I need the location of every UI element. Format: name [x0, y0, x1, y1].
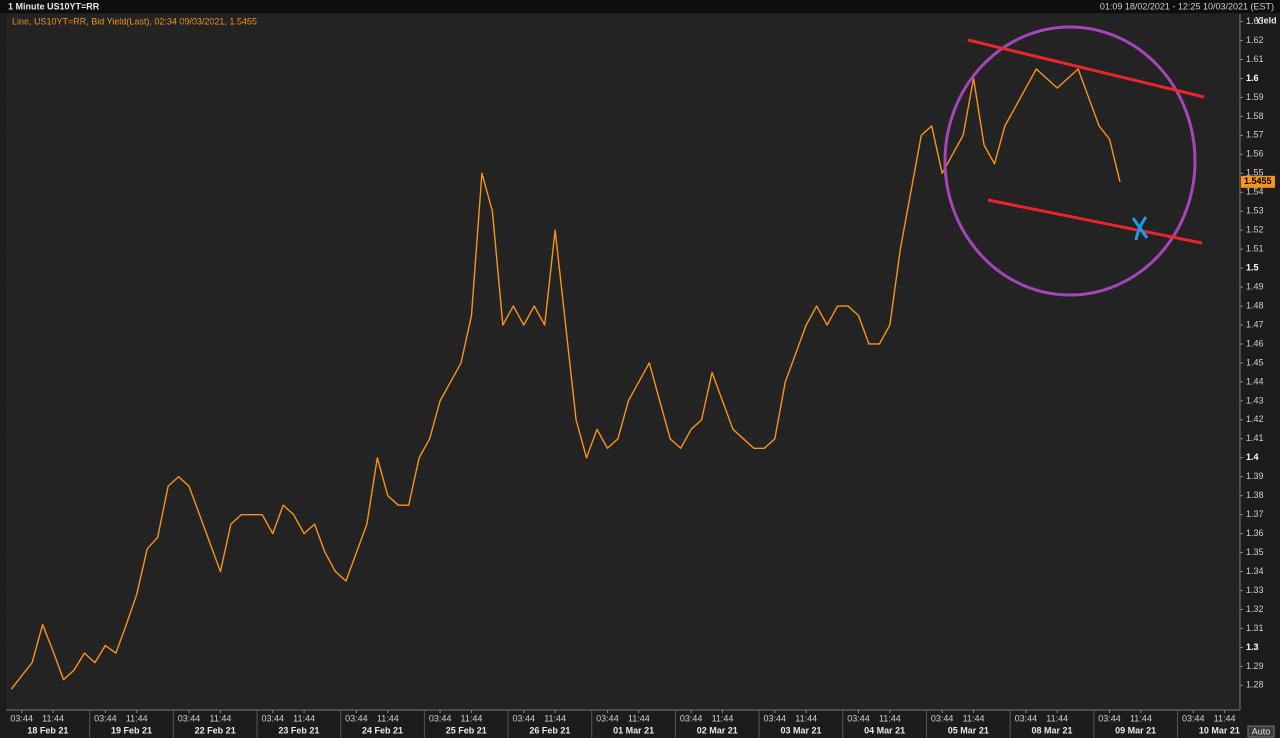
y-tick-label: 1.4 — [1246, 452, 1259, 462]
day-label: 25 Feb 21 — [446, 725, 487, 735]
y-tick-label: 1.31 — [1246, 623, 1264, 633]
trend-line — [987, 198, 1203, 245]
day-label: 19 Feb 21 — [111, 725, 152, 735]
last-value-tag — [1241, 175, 1275, 188]
y-tick-label: 1.63 — [1246, 16, 1264, 26]
y-tick-label: 1.6 — [1246, 73, 1259, 83]
x-tick-label: 11:44 — [879, 713, 901, 723]
x-mark — [1131, 216, 1149, 241]
x-tick-label: 11:44 — [377, 713, 399, 723]
trend-line — [967, 38, 1205, 99]
plot-area — [6, 14, 1240, 710]
auto-label[interactable]: Auto — [1252, 726, 1271, 736]
y-tick-label: 1.46 — [1246, 338, 1264, 348]
x-tick-label: 03:44 — [429, 713, 452, 723]
x-tick-label: 11:44 — [1130, 713, 1152, 723]
y-tick-label: 1.58 — [1246, 111, 1264, 121]
day-label: 10 Mar 21 — [1199, 725, 1240, 735]
day-label: 22 Feb 21 — [195, 725, 236, 735]
x-tick-label: 03:44 — [513, 713, 536, 723]
y-tick-label: 1.53 — [1246, 206, 1264, 216]
x-tick-label: 03:44 — [345, 713, 368, 723]
x-tick-label: 11:44 — [628, 713, 650, 723]
x-tick-label: 03:44 — [931, 713, 954, 723]
x-tick-label: 03:44 — [178, 713, 201, 723]
day-label: 24 Feb 21 — [362, 725, 403, 735]
day-label: 01 Mar 21 — [613, 725, 654, 735]
x-tick-label: 11:44 — [126, 713, 148, 723]
y-tick-label: 1.32 — [1246, 604, 1264, 614]
y-tick-label: 1.54 — [1246, 187, 1264, 197]
x-tick-label: 11:44 — [293, 713, 315, 723]
x-tick-label: 11:44 — [42, 713, 64, 723]
y-tick-label: 1.39 — [1246, 471, 1264, 481]
y-tick-label: 1.36 — [1246, 528, 1264, 538]
y-tick-label: 1.29 — [1246, 661, 1264, 671]
x-tick-label: 03:44 — [94, 713, 117, 723]
x-tick-label: 11:44 — [1046, 713, 1068, 723]
y-tick-label: 1.28 — [1246, 680, 1264, 690]
y-tick-label: 1.49 — [1246, 281, 1264, 291]
y-tick-label: 1.47 — [1246, 319, 1264, 329]
y-tick-label: 1.57 — [1246, 130, 1264, 140]
y-tick-label: 1.43 — [1246, 395, 1264, 405]
annotations — [943, 25, 1205, 297]
y-tick-label: 1.34 — [1246, 566, 1264, 576]
day-label: 02 Mar 21 — [697, 725, 738, 735]
day-label: 08 Mar 21 — [1031, 725, 1072, 735]
x-tick-label: 03:44 — [1098, 713, 1121, 723]
x-tick-label: 03:44 — [10, 713, 33, 723]
day-label: 05 Mar 21 — [948, 725, 989, 735]
legend-entry: Line, US10YT=RR, Bid Yield(Last), 02:34 … — [12, 16, 257, 26]
date-range: 01:09 18/02/2021 - 12:25 10/03/2021 (EST… — [1100, 1, 1274, 11]
x-tick-label: 11:44 — [461, 713, 483, 723]
x-tick-label: 11:44 — [712, 713, 734, 723]
x-tick-label: 11:44 — [795, 713, 817, 723]
day-label: 04 Mar 21 — [864, 725, 905, 735]
y-tick-label: 1.42 — [1246, 414, 1264, 424]
day-label: 03 Mar 21 — [780, 725, 821, 735]
y-tick-label: 1.33 — [1246, 585, 1264, 595]
day-label: 18 Feb 21 — [27, 725, 68, 735]
y-tick-label: 1.44 — [1246, 376, 1264, 386]
auto-button[interactable] — [1247, 725, 1275, 738]
y-tick-label: 1.52 — [1246, 225, 1264, 235]
price-line — [10, 68, 1121, 690]
day-label: 23 Feb 21 — [278, 725, 319, 735]
plot-layer: 1.28 1.29 1.3 1.31 1.32 1.33 1.34 1.35 1.36 1.37 1… — [6, 14, 1264, 738]
y-tick-label: 1.41 — [1246, 433, 1264, 443]
x-tick-label: 03:44 — [764, 713, 787, 723]
day-label: 09 Mar 21 — [1115, 725, 1156, 735]
x-tick-label: 03:44 — [596, 713, 619, 723]
x-tick-label: 03:44 — [1015, 713, 1038, 723]
y-tick-label: 1.5 — [1246, 263, 1259, 273]
y-tick-label: 1.48 — [1246, 300, 1264, 310]
x-tick-label: 11:44 — [963, 713, 985, 723]
x-tick-label: 03:44 — [847, 713, 870, 723]
y-tick-label: 1.45 — [1246, 357, 1264, 367]
last-value-label: 1.5455 — [1244, 176, 1272, 186]
y-tick-label: 1.62 — [1246, 35, 1264, 45]
chart-title: 1 Minute US10YT=RR — [8, 1, 100, 11]
y-tick-label: 1.35 — [1246, 547, 1264, 557]
x-tick-label: 03:44 — [680, 713, 703, 723]
y-tick-label: 1.59 — [1246, 92, 1264, 102]
y-axis-label: Yield — [1255, 15, 1276, 25]
x-tick-label: 11:44 — [1214, 713, 1236, 723]
y-tick-label: 1.55 — [1246, 168, 1264, 178]
x-tick-label: 11:44 — [210, 713, 232, 723]
y-tick-label: 1.3 — [1246, 642, 1259, 652]
header-bar — [0, 0, 1280, 13]
y-tick-label: 1.38 — [1246, 490, 1264, 500]
x-tick-label: 03:44 — [1182, 713, 1205, 723]
y-tick-label: 1.37 — [1246, 509, 1264, 519]
y-tick-label: 1.61 — [1246, 54, 1264, 64]
x-tick-label: 11:44 — [544, 713, 566, 723]
x-tick-label: 03:44 — [261, 713, 284, 723]
y-tick-label: 1.51 — [1246, 244, 1264, 254]
y-tick-label: 1.56 — [1246, 149, 1264, 159]
annotation-circle — [943, 25, 1197, 297]
day-label: 26 Feb 21 — [529, 725, 570, 735]
